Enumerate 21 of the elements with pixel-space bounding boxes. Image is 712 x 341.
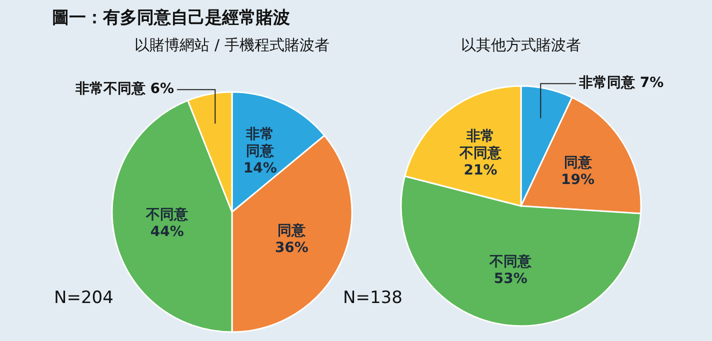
slice-label: 不同意 (490, 254, 532, 272)
chart-title: 圖一：有多同意自己是經常賭波 (52, 7, 290, 29)
data-label: 44% (149, 224, 185, 242)
slice-label: 非常同意 (579, 74, 636, 91)
data-label: 21% (462, 162, 498, 180)
slice-label: 非常不同意 (75, 80, 146, 97)
data-label: 14% (243, 160, 277, 178)
slice-label: 同意 (276, 223, 307, 240)
slice-label: 非常同意 (245, 126, 276, 161)
data-label: 19% (561, 172, 595, 190)
text: N=138 (343, 288, 402, 308)
slice-label: 非常不同意 (460, 128, 502, 162)
slice-label: 不同意 (146, 207, 188, 224)
data-label: 6% (150, 80, 174, 97)
slice-label: 同意 (562, 155, 593, 172)
data-label: 36% (274, 240, 308, 258)
data-label: 53% (492, 271, 528, 288)
chart-subtitle: 以其他方式賭波者 (460, 36, 582, 55)
text: N=204 (54, 288, 114, 308)
chart-subtitle: 以賭博網站 / 手機程式賭波者 (134, 36, 330, 55)
data-label: 7% (640, 74, 664, 91)
